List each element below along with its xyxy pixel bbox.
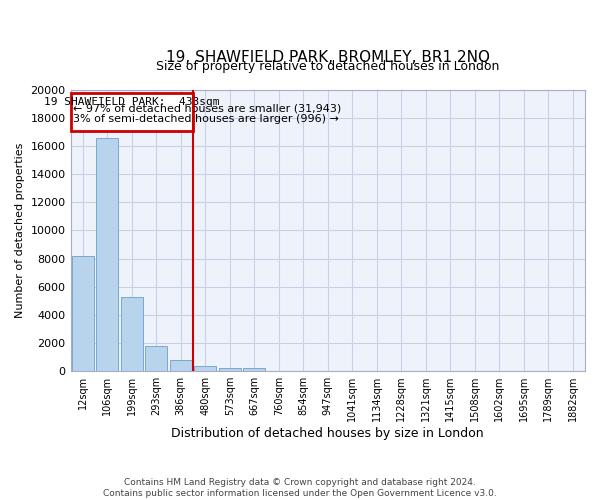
FancyBboxPatch shape bbox=[71, 92, 193, 130]
Title: 19, SHAWFIELD PARK, BROMLEY, BR1 2NQ: 19, SHAWFIELD PARK, BROMLEY, BR1 2NQ bbox=[166, 50, 490, 65]
Bar bbox=[96, 138, 118, 371]
Bar bbox=[194, 366, 217, 371]
Bar bbox=[121, 296, 143, 371]
Bar bbox=[243, 368, 265, 371]
Bar bbox=[219, 368, 241, 371]
Text: 19 SHAWFIELD PARK:  433sqm: 19 SHAWFIELD PARK: 433sqm bbox=[44, 97, 220, 107]
X-axis label: Distribution of detached houses by size in London: Distribution of detached houses by size … bbox=[172, 427, 484, 440]
Text: ← 97% of detached houses are smaller (31,943): ← 97% of detached houses are smaller (31… bbox=[73, 104, 341, 114]
Y-axis label: Number of detached properties: Number of detached properties bbox=[15, 142, 25, 318]
Text: Contains HM Land Registry data © Crown copyright and database right 2024.
Contai: Contains HM Land Registry data © Crown c… bbox=[103, 478, 497, 498]
Text: 3% of semi-detached houses are larger (996) →: 3% of semi-detached houses are larger (9… bbox=[73, 114, 339, 124]
Bar bbox=[170, 360, 192, 371]
Bar bbox=[145, 346, 167, 371]
Bar bbox=[72, 256, 94, 371]
Text: Size of property relative to detached houses in London: Size of property relative to detached ho… bbox=[156, 60, 499, 73]
